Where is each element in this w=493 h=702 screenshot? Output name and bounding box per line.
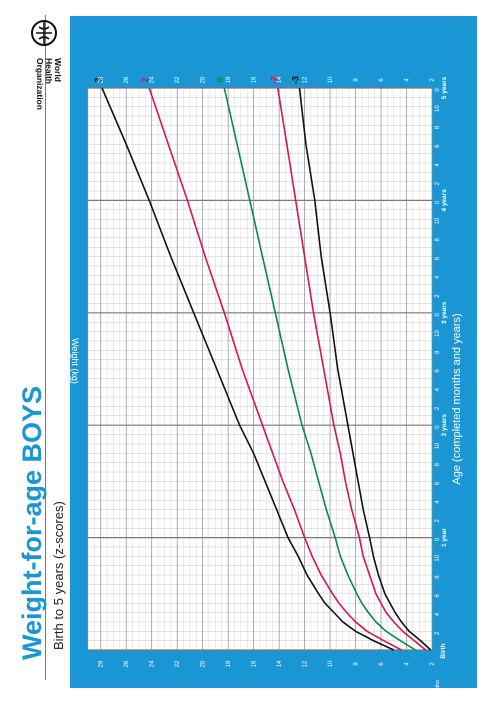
month-tick-label: 4 [435,612,441,616]
month-tick-label: 10 [435,554,441,561]
year-label: 2 years [441,414,448,437]
month-tick-label: 4 [435,163,441,167]
months-label: Months [435,680,441,698]
year-label: 5 years [441,76,448,99]
weight-tick-label: 18 [226,76,232,83]
year-month-label: 0 [435,537,441,541]
weight-tick-label: 14 [277,76,283,83]
weight-tick-label: 16 [252,76,258,83]
year-month-label: 0 [435,312,441,316]
weight-tick-label: 14 [277,660,283,667]
zscore-line-0 [223,87,416,651]
year-label: 3 years [441,301,448,324]
weight-tick-label: 26 [124,660,130,667]
month-tick-label: 10 [435,442,441,449]
weight-tick-label: 24 [150,660,156,667]
birth-label: Birth [440,643,447,658]
who-emblem-icon [31,20,57,46]
weight-tick-label: 12 [303,76,309,83]
weight-tick-label: 22 [175,76,181,83]
year-label: 1 year [441,528,448,547]
year-label: 4 years [441,189,448,212]
organization-name: World Health Organization [35,58,63,110]
month-tick-label: 10 [435,105,441,112]
zscore-line--2 [277,87,427,651]
month-tick-label: 6 [435,369,441,373]
month-tick-label: 2 [435,631,441,635]
month-tick-label: 4 [435,500,441,504]
month-tick-label: 8 [435,462,441,466]
x-axis-title: Age (completed months and years) [451,313,463,484]
weight-tick-label: 28 [99,76,105,83]
year-month-label: 0 [435,200,441,204]
weight-tick-label: 6 [379,662,385,666]
weight-tick-label: 2 [430,662,436,666]
month-tick-label: 4 [435,275,441,279]
weight-tick-label: 20 [201,660,207,667]
zscore-label-0: 0 [215,77,225,82]
weight-tick-label: 26 [124,76,130,83]
title-sidebar: Weight-for-age BOYS Birth to 5 years (z-… [0,0,70,702]
weight-tick-label: 2 [430,78,436,82]
month-tick-label: 8 [435,125,441,129]
zscore-label--3: -3 [290,76,300,84]
month-tick-label: 10 [435,330,441,337]
month-tick-label: 8 [435,238,441,242]
month-tick-label: 4 [435,387,441,391]
month-tick-label: 10 [435,217,441,224]
weight-tick-label: 12 [303,660,309,667]
weight-tick-label: 4 [405,78,411,82]
month-tick-label: 6 [435,256,441,260]
weight-tick-label: 10 [328,660,334,667]
month-tick-label: 6 [435,481,441,485]
weight-tick-label: 22 [175,660,181,667]
weight-tick-label: 28 [99,660,105,667]
month-tick-label: 2 [435,406,441,410]
month-tick-label: 2 [435,294,441,298]
weight-tick-label: 6 [379,78,385,82]
zscore-label-3: 3 [93,77,103,82]
year-month-label: 0 [435,425,441,429]
zscore-label--2: -2 [269,76,279,84]
zscore-line--3 [298,87,432,651]
zscore-line-2 [148,87,402,651]
zscore-line-3 [101,87,395,651]
weight-tick-label: 24 [150,76,156,83]
weight-tick-label: 10 [328,76,334,83]
y-axis-title: Weight (kg) [70,338,80,384]
month-tick-label: 6 [435,144,441,148]
month-tick-label: 8 [435,350,441,354]
month-tick-label: 2 [435,519,441,523]
weight-tick-label: 20 [201,76,207,83]
month-tick-label: 2 [435,181,441,185]
weight-tick-label: 18 [226,660,232,667]
weight-tick-label: 16 [252,660,258,667]
weight-tick-label: 8 [354,662,360,666]
zscore-label-2: 2 [140,77,150,82]
weight-tick-label: 8 [354,78,360,82]
month-tick-label: 6 [435,593,441,597]
year-month-label: 0 [435,88,441,92]
weight-tick-label: 4 [405,662,411,666]
title-divider [45,15,46,680]
month-tick-label: 8 [435,575,441,579]
